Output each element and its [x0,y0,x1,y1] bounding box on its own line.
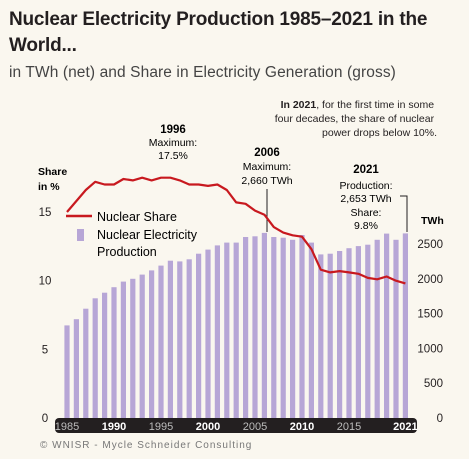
bar-2019 [384,233,390,418]
x-axis-band [55,418,417,433]
bar-2017 [365,244,371,418]
left-tick-5: 5 [42,344,48,356]
x-tick-2005: 2005 [243,421,267,433]
bar-2010 [299,235,305,418]
annotation-2021-bracket [400,195,408,232]
annotation-1996-value: 17.5% [158,150,188,162]
bar-2004 [243,237,249,418]
right-tick-0: 0 [437,413,443,425]
legend-label-production-line1: Nuclear Electricity [97,228,198,242]
bar-2003 [233,242,239,418]
bar-2001 [214,245,220,418]
annotation-1996-label: Maximum: [149,137,197,149]
right-axis-label: TWh [421,215,444,227]
bar-2013 [327,253,333,418]
bar-2005 [252,236,258,418]
bar-2014 [337,251,343,418]
bar-2021 [402,233,408,418]
bar-2002 [224,242,230,418]
annotation-2021-value2: 9.8% [354,220,378,232]
bar-2009 [290,239,296,418]
x-tick-2021: 2021 [393,421,417,433]
bar-1990 [111,287,117,418]
annotation-2006-value: 2,660 TWh [241,175,292,187]
bar-1985 [64,325,70,418]
right-tick-2000: 2000 [417,274,443,286]
left-tick-10: 10 [39,276,52,288]
x-tick-2015: 2015 [337,421,361,433]
legend-label-production-line2: Production [97,245,157,259]
bar-1998 [186,259,192,418]
note-2021-text: In 2021, for the first time in some four… [275,99,437,139]
x-tick-2010: 2010 [290,421,314,433]
legend-bar-swatch [77,229,84,241]
annotation-2006-label: Maximum: [243,161,291,173]
bar-2000 [205,249,211,418]
bar-1993 [139,274,145,418]
x-tick-1990: 1990 [102,421,126,433]
footer-credit: © WNISR - Mycle Schneider Consulting [40,440,253,451]
x-tick-1985: 1985 [55,421,79,433]
chart-title: Nuclear Electricity Production 1985–2021… [9,9,428,56]
annotation-2021-value1: 2,653 TWh [340,193,391,205]
bar-2011 [308,242,314,418]
bar-1988 [92,298,98,418]
bar-1986 [73,319,79,418]
bar-1991 [120,281,126,418]
share-series-line [66,176,406,285]
bar-2016 [355,246,361,418]
annotation-2006-year: 2006 [254,147,280,159]
annotation-2021-label1: Production: [339,180,392,192]
chart-subtitle: in TWh (net) and Share in Electricity Ge… [9,64,396,81]
bar-1994 [149,270,155,418]
bar-2007 [271,237,277,418]
left-axis-label-line1: Share [38,166,67,178]
annotation-2021-year: 2021 [353,164,379,176]
bar-1992 [130,278,136,418]
legend-label-share: Nuclear Share [97,210,177,224]
annotation-1996-year: 1996 [160,124,186,136]
bar-1996 [167,260,173,418]
bar-2006 [261,232,267,418]
bar-2020 [393,239,399,418]
x-tick-2000: 2000 [196,421,220,433]
bar-1995 [158,265,164,418]
left-tick-0: 0 [42,413,48,425]
bar-2018 [374,239,380,418]
bar-2008 [280,237,286,418]
x-tick-1995: 1995 [149,421,173,433]
bar-1987 [83,308,89,418]
right-tick-1000: 1000 [417,343,443,355]
right-tick-2500: 2500 [417,239,443,251]
right-tick-1500: 1500 [417,309,443,321]
left-tick-15: 15 [39,207,52,219]
bar-1989 [102,292,108,418]
right-tick-500: 500 [424,378,443,390]
bar-1999 [196,253,202,418]
bar-2015 [346,248,352,418]
bar-2012 [318,254,324,418]
annotation-2021-label2: Share: [351,207,382,219]
left-axis-label-line2: in % [38,181,60,193]
bar-1997 [177,261,183,418]
